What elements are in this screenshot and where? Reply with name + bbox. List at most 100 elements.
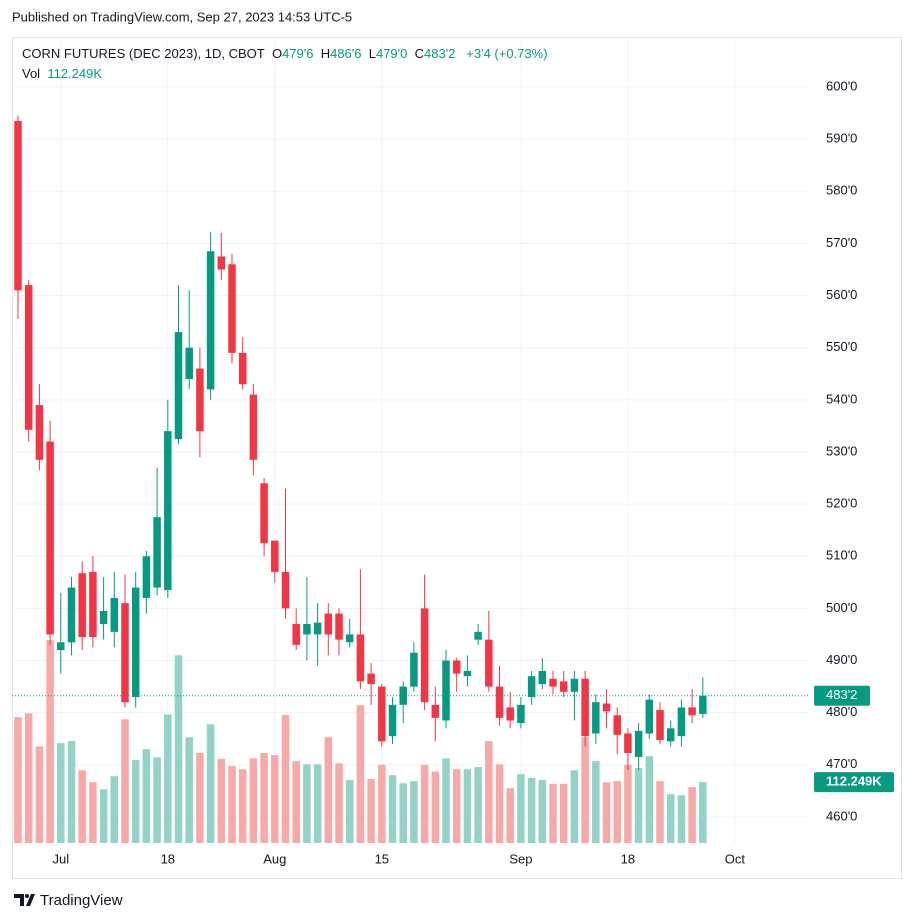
candle-body: [292, 624, 300, 645]
candle-body: [249, 394, 258, 460]
candle-body: [613, 715, 621, 735]
brand: TradingView: [40, 892, 123, 909]
volume-bar: [431, 771, 440, 843]
frame: [12, 37, 902, 879]
candle-body: [185, 347, 193, 379]
volume-bar: [260, 752, 268, 843]
y-tick-label: 540'0: [826, 391, 857, 406]
volume-bar: [410, 781, 418, 843]
candle-body: [624, 733, 632, 754]
candle-body: [303, 624, 311, 635]
x-tick-label: Sep: [509, 851, 532, 866]
volume-bar: [538, 780, 547, 843]
candle-body: [217, 256, 226, 270]
volume-bar: [292, 761, 300, 843]
volume-bar: [271, 755, 279, 843]
candle-body: [666, 728, 675, 742]
candle-body: [35, 405, 44, 460]
brand-logo: [14, 894, 35, 906]
y-tick-label: 460'0: [826, 808, 857, 823]
volume-row: Vol 112.249K: [22, 66, 102, 81]
volume-bar: [164, 714, 172, 843]
last-price-label: 483'2: [826, 687, 857, 702]
candle-body: [57, 642, 65, 651]
y-tick-label: 560'0: [826, 287, 857, 302]
volume-bar: [399, 783, 407, 843]
candle-body: [559, 681, 568, 692]
volume-bar: [24, 713, 33, 843]
volume-bar: [581, 737, 589, 843]
volume-bar: [142, 749, 151, 843]
volume-bar: [570, 770, 579, 843]
volume-bar: [67, 741, 76, 843]
volume-bar: [645, 756, 654, 843]
volume-bar: [602, 782, 611, 843]
volume-bar: [656, 781, 664, 843]
volume-bar: [303, 764, 311, 843]
volume-bar: [131, 759, 140, 843]
volume-bar: [217, 758, 226, 843]
candle-body: [602, 703, 611, 712]
volume-value: 112.249K: [47, 66, 103, 81]
volume-bar: [378, 764, 386, 843]
candle-body: [153, 517, 161, 588]
volume-bar: [549, 783, 557, 843]
candle-body: [634, 730, 643, 757]
last-volume-label: 112.249K: [826, 774, 882, 789]
candle-body: [206, 251, 215, 390]
candle-body: [399, 686, 407, 705]
candle-body: [570, 678, 579, 692]
volume-bar: [206, 724, 215, 843]
symbol-title: CORN FUTURES (DEC 2023), 1D, CBOT: [22, 46, 265, 61]
candle-body: [14, 120, 22, 291]
y-tick-label: 550'0: [826, 339, 857, 354]
candle-body: [78, 573, 86, 638]
volume-bar: [121, 719, 129, 843]
volume-bar: [699, 782, 707, 843]
volume-bar: [388, 775, 397, 843]
volume-bar: [14, 717, 22, 843]
candle-body: [677, 707, 686, 737]
volume-bar: [99, 789, 108, 843]
candle-body: [378, 686, 386, 742]
candle-body: [110, 597, 119, 632]
candle-body: [281, 571, 290, 609]
volume-bar: [442, 758, 450, 843]
volume-bar: [78, 770, 86, 843]
volume-bar: [174, 655, 183, 843]
candle-body: [356, 634, 365, 682]
volume-bar: [474, 767, 482, 843]
x-tick-label: 18: [621, 851, 635, 866]
candle-body: [495, 686, 504, 718]
candle-body: [174, 332, 183, 439]
volume-bar: [185, 737, 193, 843]
ohlc-value: 479'0: [375, 46, 408, 61]
candle-body: [324, 613, 333, 635]
ohlc-key: L: [368, 46, 376, 61]
volume-bar: [281, 714, 290, 843]
candle-body: [592, 702, 600, 734]
ohlc-key: O: [271, 46, 283, 61]
candle-body: [367, 673, 375, 684]
volume-bar: [110, 776, 119, 843]
candle-body: [527, 676, 536, 698]
candle-body: [260, 483, 268, 544]
y-tick-label: 510'0: [826, 548, 857, 563]
candle-body: [24, 285, 33, 430]
candle-body: [410, 652, 418, 687]
ohlc-value: 483'2: [424, 46, 456, 61]
volume-bar: [196, 752, 204, 843]
volume-bar: [677, 795, 686, 843]
volume-bar: [345, 780, 354, 843]
ohlc-value: 479'6: [282, 46, 314, 61]
volume-bar: [249, 758, 258, 843]
candle-body: [271, 540, 279, 572]
x-tick-label: 18: [161, 851, 175, 866]
candle-body: [581, 678, 589, 737]
volume-bar: [35, 746, 44, 843]
candle-body: [420, 608, 429, 703]
volume-bar: [463, 769, 472, 843]
volume-bar: [367, 778, 375, 843]
candle-body: [335, 613, 343, 640]
